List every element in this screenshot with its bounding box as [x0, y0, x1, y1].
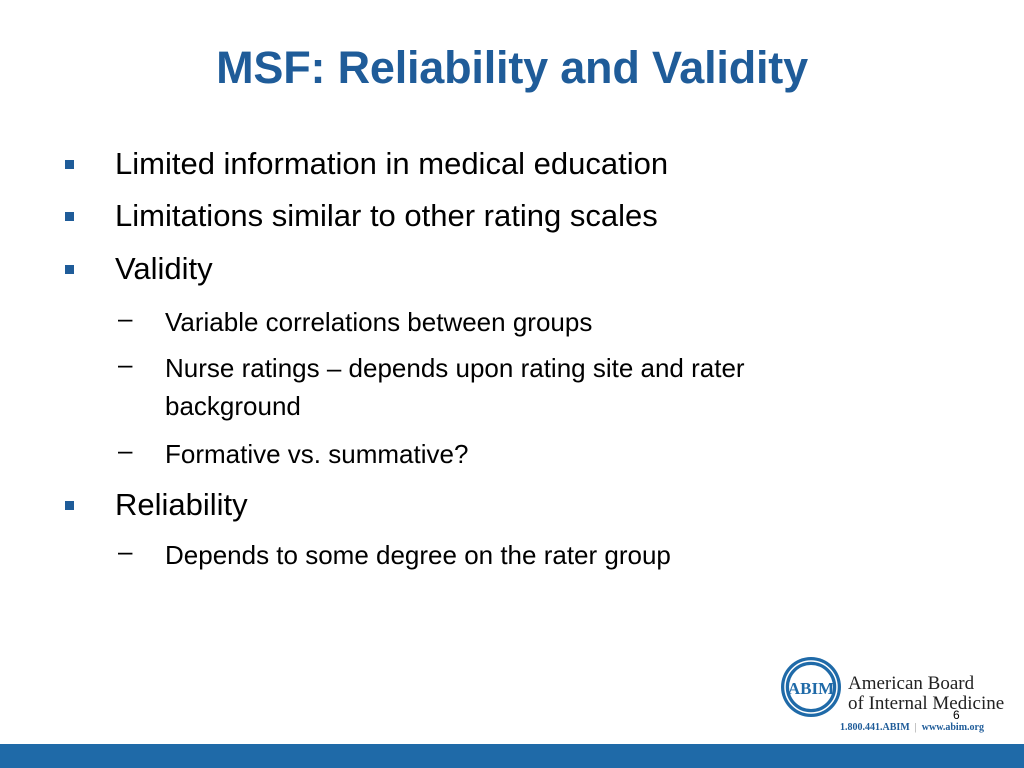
dash-bullet-icon: – — [118, 303, 133, 333]
bullet-text: Limited information in medical education — [115, 146, 669, 181]
organization-name-line2: of Internal Medicine — [848, 693, 1005, 714]
dash-bullet-icon: – — [118, 349, 133, 379]
bullet-text: Limitations similar to other rating scal… — [115, 198, 658, 233]
contact-separator: | — [914, 722, 917, 733]
footer-bar — [0, 744, 1024, 768]
page-number: 6 — [953, 708, 960, 722]
organization-name: American Board of Internal Medicine — [848, 674, 1004, 714]
sub-bullet-text: Formative vs. summative? — [165, 439, 469, 469]
dash-bullet-icon: – — [118, 536, 133, 566]
bullet-text: Reliability — [115, 487, 248, 522]
sub-bullet-text: Depends to some degree on the rater grou… — [165, 540, 671, 570]
square-bullet-icon — [65, 501, 74, 510]
dash-bullet-icon: – — [118, 435, 133, 465]
organization-name-line1: American Board — [848, 673, 975, 694]
sub-bullet-text: Variable correlations between groups — [165, 307, 593, 337]
website-link: www.abim.org — [921, 722, 984, 733]
abim-logo: ABIM American Board of Internal Medicine… — [780, 656, 1020, 740]
phone-number: 1.800.441.ABIM — [840, 722, 910, 733]
sub-bullet-text: Nurse ratings – depends upon rating site… — [165, 353, 745, 383]
seal-text: ABIM — [788, 679, 834, 698]
abim-seal-icon: ABIM — [781, 657, 841, 717]
square-bullet-icon — [65, 265, 74, 274]
bullet-text: Validity — [115, 251, 213, 286]
square-bullet-icon — [65, 212, 74, 221]
sub-bullet-text-continuation: background — [165, 391, 301, 421]
contact-info: 1.800.441.ABIM | www.abim.org — [840, 722, 984, 733]
slide-title: MSF: Reliability and Validity — [216, 42, 808, 93]
square-bullet-icon — [65, 160, 74, 169]
